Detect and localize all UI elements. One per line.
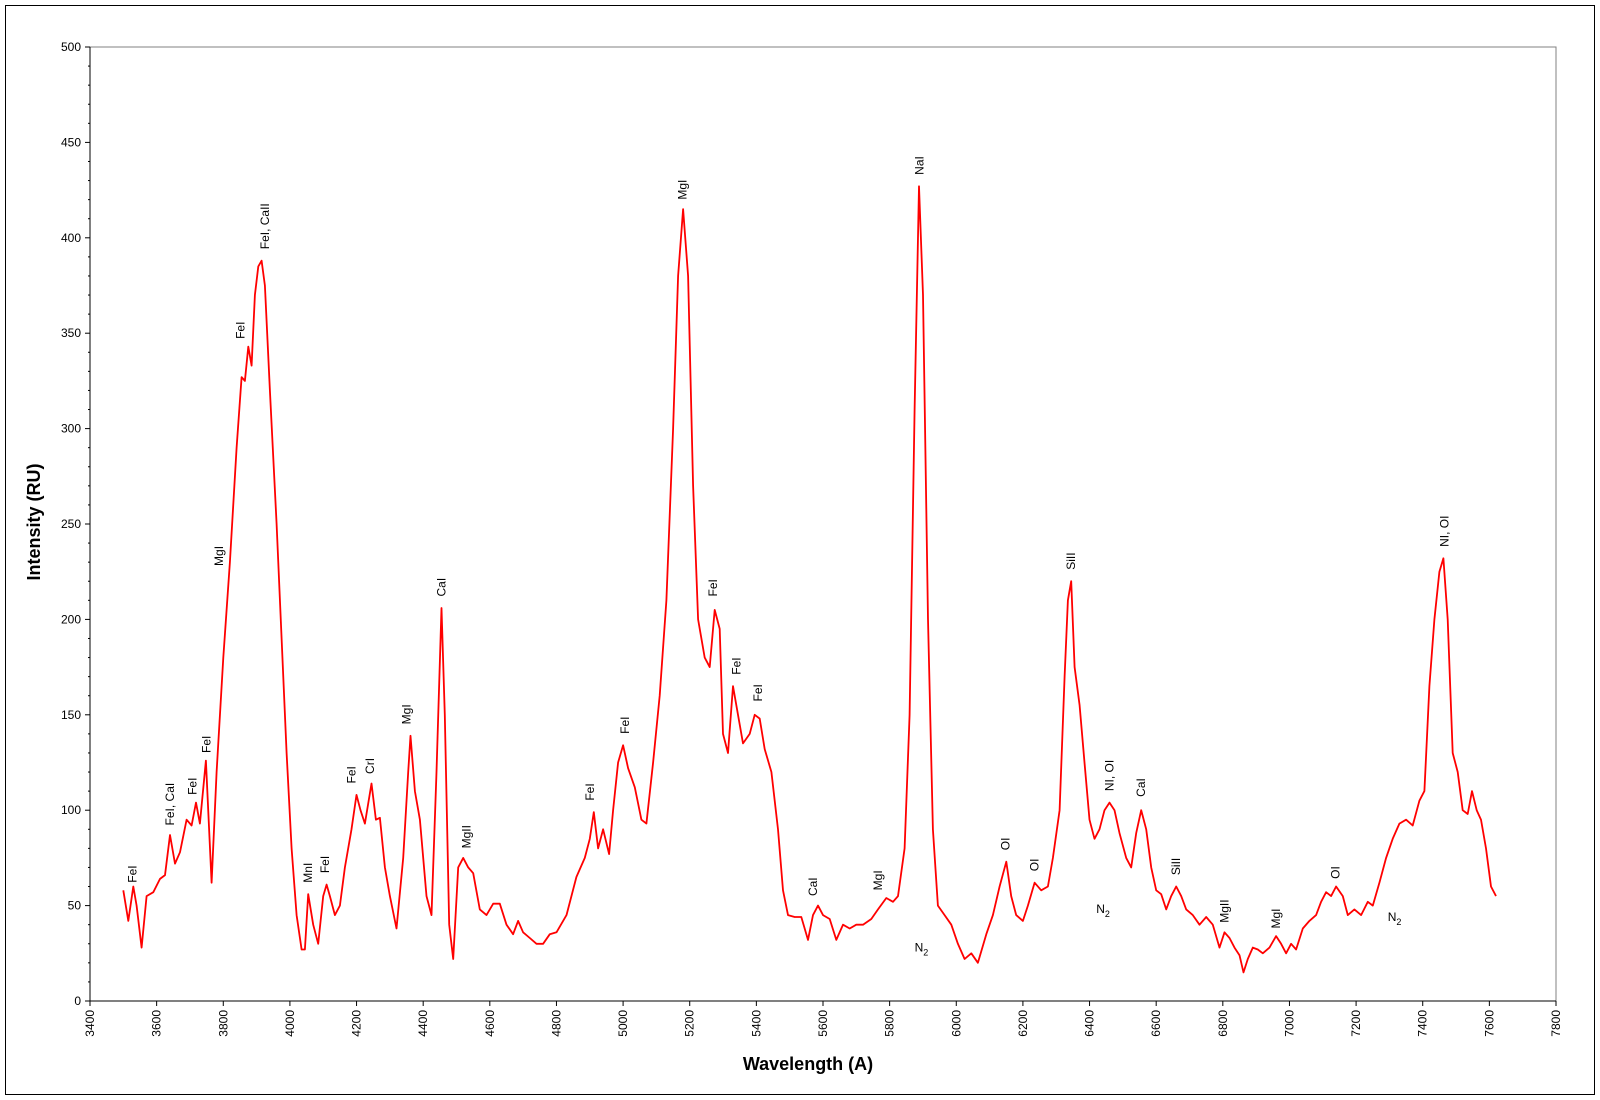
peak-label: CaI <box>435 578 449 597</box>
x-tick-label: 5400 <box>749 1010 763 1037</box>
peak-label: CrI <box>363 758 377 774</box>
n2-band-label: N2 <box>1388 910 1402 927</box>
x-tick-label: 4800 <box>549 1010 563 1037</box>
peak-label: FeI <box>234 322 248 339</box>
axes <box>89 46 1557 1002</box>
x-tick-label: 3800 <box>216 1010 230 1037</box>
y-tick-label: 350 <box>61 326 81 340</box>
y-tick-label: 0 <box>74 994 81 1008</box>
peak-label: FeI <box>751 684 765 701</box>
peak-label: OI <box>1328 866 1342 879</box>
peak-label: MgI <box>675 180 689 200</box>
x-tick-label: 5600 <box>816 1010 830 1037</box>
y-tick-label: 200 <box>61 612 81 626</box>
peak-label: CaI <box>1134 778 1148 797</box>
peak-label: MgI <box>212 546 226 566</box>
peak-label: MnI <box>301 863 315 883</box>
peak-label: FeI <box>729 657 743 674</box>
n2-band-label: N2 <box>1096 902 1110 919</box>
peak-label: SiII <box>1169 858 1183 875</box>
peak-label: MgII <box>1217 899 1231 922</box>
peak-label: CaI <box>806 877 820 896</box>
peak-label: NI, OI <box>1103 760 1117 791</box>
y-axis-title: Intensity (RU) <box>24 463 44 580</box>
y-tick-label: 450 <box>61 135 81 149</box>
peak-label: NI, OI <box>1437 516 1451 547</box>
x-tick-label: 7800 <box>1549 1010 1563 1037</box>
peak-label: FeI <box>345 766 359 783</box>
plot-border <box>89 46 1557 1002</box>
peak-label: FeI <box>318 856 332 873</box>
x-tick-label: 3400 <box>83 1010 97 1037</box>
x-tick-label: 6800 <box>1216 1010 1230 1037</box>
y-tick-label: 300 <box>61 422 81 436</box>
y-tick-label: 250 <box>61 517 81 531</box>
spectrum-line <box>122 185 1497 974</box>
x-tick-label: 6000 <box>949 1010 963 1037</box>
x-tick-label: 5800 <box>883 1010 897 1037</box>
peak-label: NaI <box>913 156 927 175</box>
peak-label: FeI <box>186 778 200 795</box>
y-tick-label: 150 <box>61 708 81 722</box>
peak-label: SiII <box>1064 552 1078 569</box>
peak-label: MgI <box>400 704 414 724</box>
y-tick-label: 50 <box>68 899 82 913</box>
y-tick-label: 500 <box>61 40 81 54</box>
peak-label: MgII <box>459 825 473 848</box>
peak-label: MgI <box>871 870 885 890</box>
peak-label: OI <box>999 838 1013 851</box>
tick-labels: 0 50 100 150 200 250 300 350 400 450 500 3400 3600 38… <box>61 40 1563 1037</box>
peak-label: FeI, CaI <box>163 783 177 826</box>
n2-band-label: N2 <box>915 940 929 957</box>
peak-label: FeI <box>200 736 214 753</box>
x-tick-label: 6400 <box>1083 1010 1097 1037</box>
x-tick-label: 5000 <box>616 1010 630 1037</box>
x-tick-label: 7200 <box>1349 1010 1363 1037</box>
x-tick-label: 4600 <box>483 1010 497 1037</box>
y-tick-label: 100 <box>61 803 81 817</box>
x-tick-label: 4200 <box>350 1010 364 1037</box>
y-tick-label: 400 <box>61 231 81 245</box>
x-tick-label: 7600 <box>1482 1010 1496 1037</box>
x-tick-label: 4400 <box>416 1010 430 1037</box>
x-tick-label: 5200 <box>683 1010 697 1037</box>
x-axis-title: Wavelength (A) <box>743 1054 873 1074</box>
x-tick-label: 4000 <box>283 1010 297 1037</box>
peak-label: FeI <box>126 865 140 882</box>
peak-label: MgI <box>1269 908 1283 928</box>
peak-label: FeI, CaII <box>258 203 272 249</box>
x-tick-label: 6600 <box>1149 1010 1163 1037</box>
chart-frame <box>5 5 1595 1095</box>
peak-label: FeI <box>583 783 597 800</box>
x-tick-label: 7000 <box>1282 1010 1296 1037</box>
peak-label: FeI <box>706 579 720 596</box>
x-tick-label: 3600 <box>150 1010 164 1037</box>
peak-label: OI <box>1028 859 1042 872</box>
plot-area <box>122 185 1497 974</box>
x-tick-label: 7400 <box>1416 1010 1430 1037</box>
x-tick-label: 6200 <box>1016 1010 1030 1037</box>
peak-label: FeI <box>618 717 632 734</box>
